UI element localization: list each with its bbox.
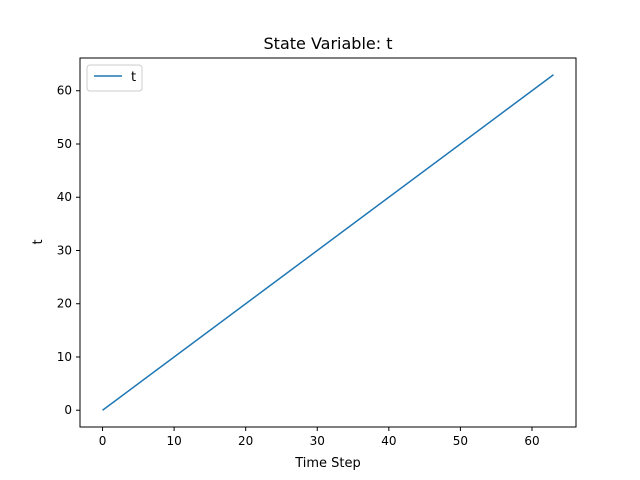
plot-frame bbox=[79, 57, 577, 428]
legend-label: t bbox=[131, 70, 136, 85]
x-tick-label: 0 bbox=[99, 434, 107, 448]
x-tick-label: 40 bbox=[381, 434, 396, 448]
series-layer bbox=[102, 74, 554, 411]
x-tick-label: 20 bbox=[238, 434, 253, 448]
y-tick-label: 20 bbox=[57, 297, 72, 311]
y-tick-label: 0 bbox=[64, 403, 72, 417]
legend-box bbox=[86, 64, 143, 92]
x-tick-label: 60 bbox=[524, 434, 539, 448]
y-tick-label: 50 bbox=[57, 137, 72, 151]
y-tick-label: 30 bbox=[57, 243, 72, 257]
y-tick-label: 60 bbox=[57, 84, 72, 98]
y-tick-label: 10 bbox=[57, 350, 72, 364]
x-tick-label: 10 bbox=[166, 434, 181, 448]
x-axis-ticks: 0 10 20 30 40 50 60 bbox=[99, 427, 540, 448]
y-axis-label: t bbox=[31, 239, 46, 244]
x-axis-label: Time Step bbox=[294, 456, 361, 471]
legend: t bbox=[86, 64, 143, 92]
y-axis-ticks: 0 10 20 30 40 50 60 bbox=[57, 84, 80, 417]
chart-title: State Variable: t bbox=[264, 34, 393, 53]
y-tick-label: 40 bbox=[57, 190, 72, 204]
x-tick-label: 50 bbox=[453, 434, 468, 448]
series-line-t bbox=[102, 74, 554, 411]
x-tick-label: 30 bbox=[310, 434, 325, 448]
